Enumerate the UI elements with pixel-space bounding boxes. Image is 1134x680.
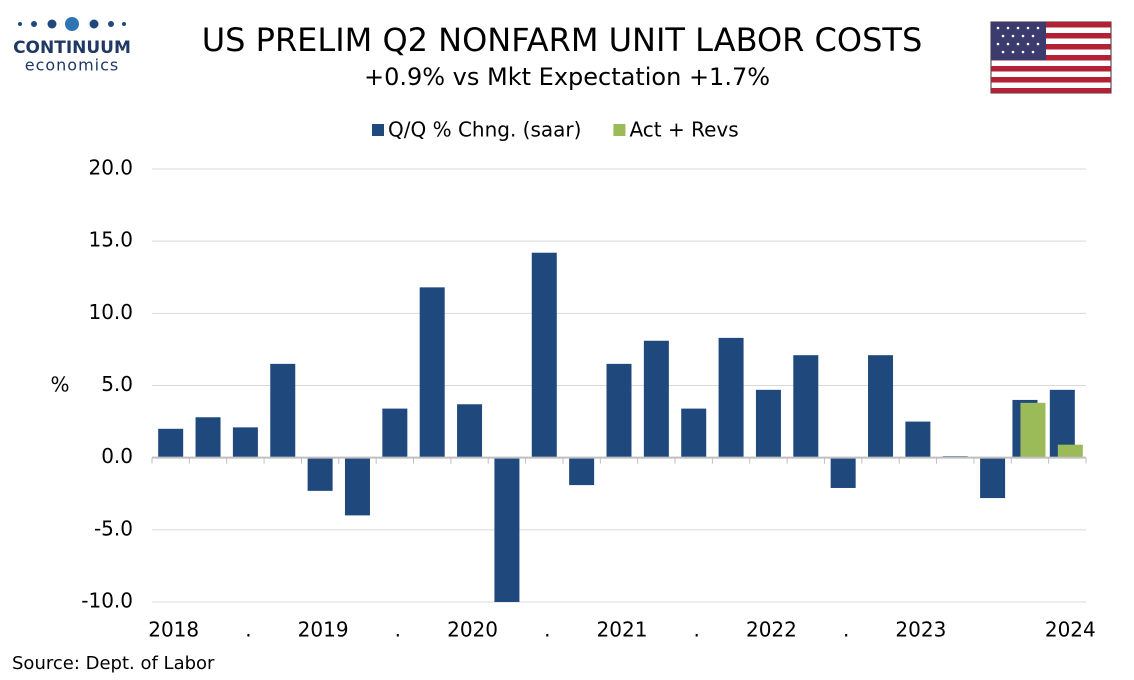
x-tick-label: 2020 <box>447 618 498 642</box>
y-tick-label: 5.0 <box>101 372 133 396</box>
y-tick-label: -10.0 <box>81 589 133 613</box>
bar <box>457 404 483 458</box>
x-tick-label: . <box>395 618 401 642</box>
bar <box>1020 402 1046 458</box>
bar <box>1057 444 1083 458</box>
bar <box>755 389 781 458</box>
legend-swatch <box>372 124 384 136</box>
y-tick-label: 15.0 <box>88 228 133 252</box>
bar <box>270 363 296 458</box>
x-tick-label: 2022 <box>746 618 797 642</box>
bar <box>307 457 333 491</box>
bar <box>158 428 184 458</box>
bar <box>419 287 445 458</box>
legend-swatch <box>613 124 626 136</box>
x-tick-label: 2021 <box>597 618 648 642</box>
bar <box>232 427 258 458</box>
bar <box>382 408 408 458</box>
flag <box>990 21 1112 94</box>
x-tick-label: 2019 <box>298 618 349 642</box>
chart-subtitle: +0.9% vs Mkt Expectation +1.7% <box>364 63 770 91</box>
bar <box>494 457 520 602</box>
x-tick-label: . <box>843 618 849 642</box>
legend-label: Q/Q % Chng. (saar) <box>388 118 581 142</box>
x-tick-label: . <box>694 618 700 642</box>
y-tick-label: 20.0 <box>88 156 133 180</box>
bar <box>905 421 931 458</box>
bar <box>606 363 632 458</box>
legend-label: Act + Revs <box>629 118 738 142</box>
bar <box>868 355 894 458</box>
logo: CONTINUUM economics <box>13 17 131 75</box>
bar <box>793 355 819 458</box>
x-tick-label: . <box>245 618 251 642</box>
x-tick-label: 2023 <box>895 618 946 642</box>
bar <box>830 457 856 488</box>
bar <box>531 252 557 458</box>
x-tick-label: . <box>544 618 550 642</box>
y-tick-label: 10.0 <box>88 300 133 324</box>
bar <box>569 457 595 486</box>
y-tick-label: 0.0 <box>101 444 133 468</box>
bar <box>718 337 744 458</box>
bar <box>681 408 707 458</box>
bar <box>195 417 221 458</box>
bar <box>344 457 370 516</box>
source: Source: Dept. of Labor <box>12 653 215 674</box>
bar <box>643 340 669 458</box>
y-axis-label: % <box>50 373 69 397</box>
logo-text: CONTINUUM <box>13 38 131 58</box>
bar <box>980 457 1006 499</box>
chart-title: US PRELIM Q2 NONFARM UNIT LABOR COSTS <box>202 21 923 59</box>
x-tick-label: 2018 <box>148 618 199 642</box>
x-tick-label: 2024 <box>1045 618 1096 642</box>
y-tick-label: -5.0 <box>94 516 133 540</box>
logo-subtext: economics <box>25 56 120 75</box>
